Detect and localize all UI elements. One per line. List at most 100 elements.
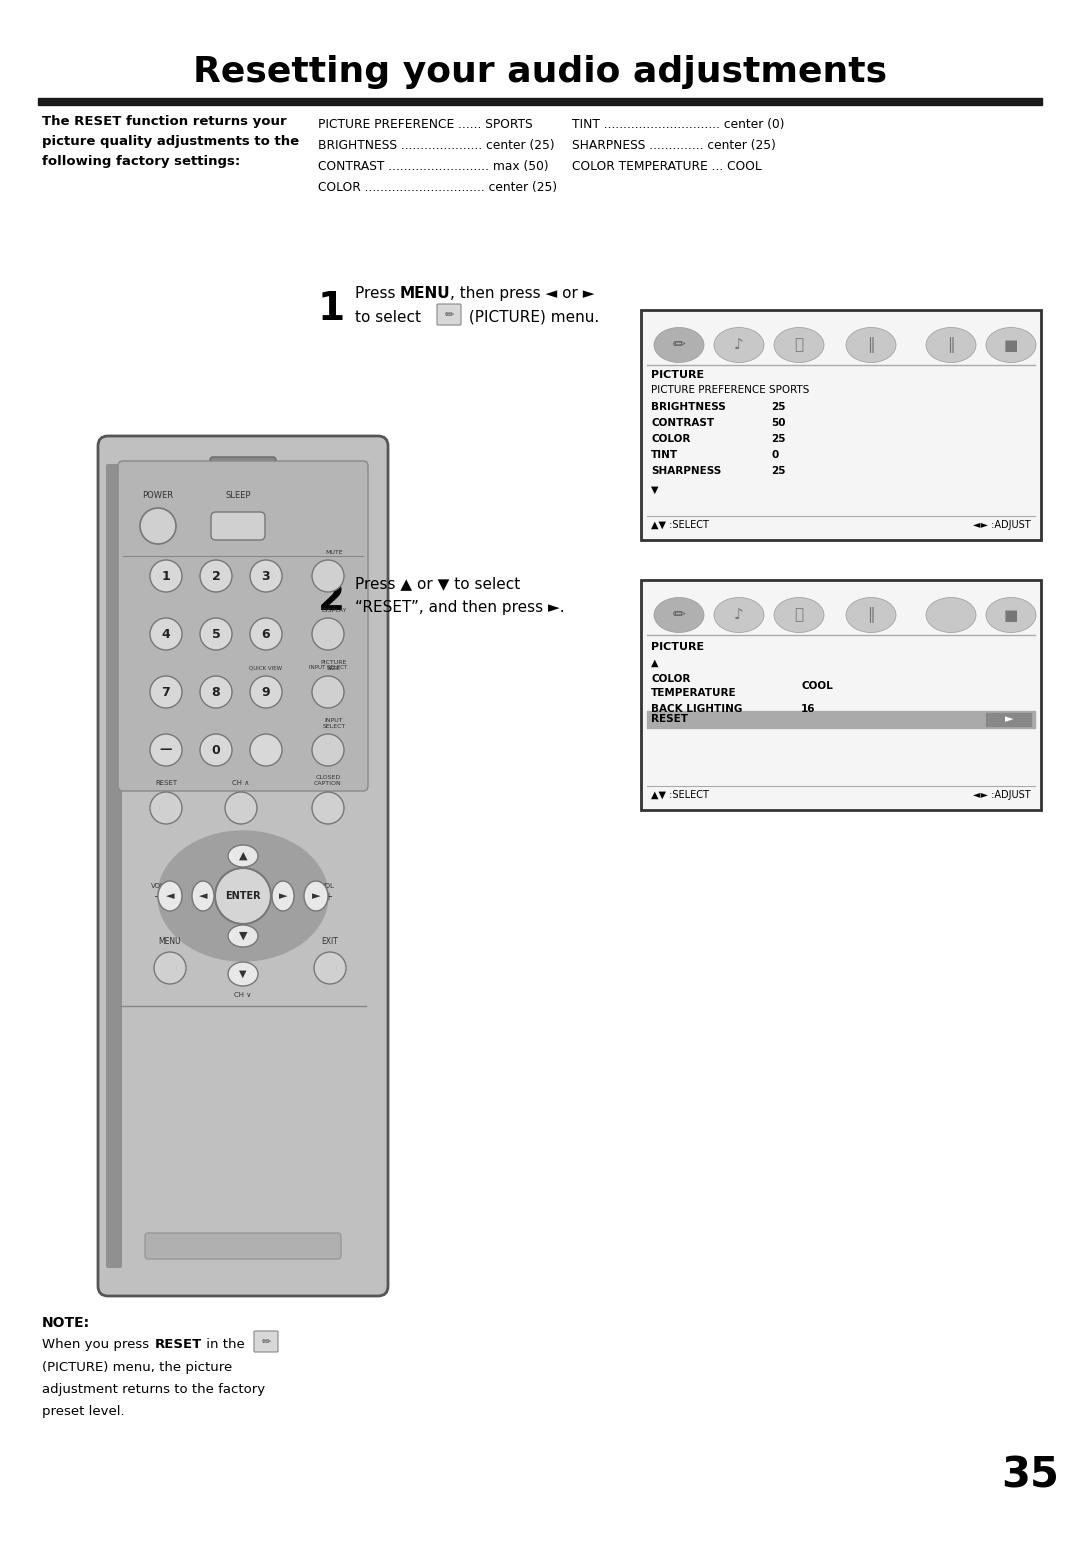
Text: PICTURE PREFERENCE ...... SPORTS: PICTURE PREFERENCE ...... SPORTS [318, 118, 532, 130]
Text: NOTE:: NOTE: [42, 1315, 90, 1331]
Circle shape [249, 617, 282, 650]
Circle shape [200, 560, 232, 592]
Text: Resetting your audio adjustments: Resetting your audio adjustments [193, 54, 887, 88]
Text: ▲: ▲ [239, 851, 247, 861]
Ellipse shape [714, 597, 764, 633]
Text: CH ∨: CH ∨ [234, 993, 252, 997]
Ellipse shape [846, 327, 896, 363]
Text: ✏: ✏ [444, 310, 454, 320]
Text: (PICTURE) menu, the picture: (PICTURE) menu, the picture [42, 1360, 232, 1374]
Text: in the: in the [202, 1339, 245, 1351]
Text: 2: 2 [318, 580, 346, 617]
Ellipse shape [986, 327, 1036, 363]
Text: Press ▲ or ▼ to select: Press ▲ or ▼ to select [355, 575, 521, 591]
Circle shape [140, 509, 176, 544]
Text: ■: ■ [1003, 338, 1018, 352]
Text: 2: 2 [212, 569, 220, 583]
Ellipse shape [774, 327, 824, 363]
Text: ◄: ◄ [165, 890, 174, 901]
Text: ‖: ‖ [867, 337, 875, 354]
Ellipse shape [774, 597, 824, 633]
Text: POWER: POWER [143, 492, 174, 499]
Circle shape [150, 793, 183, 824]
Text: COLOR TEMPERATURE ... COOL: COLOR TEMPERATURE ... COOL [572, 160, 761, 174]
Ellipse shape [228, 962, 258, 986]
Text: CONTRAST: CONTRAST [651, 419, 714, 428]
Circle shape [249, 734, 282, 766]
Text: COLOR: COLOR [651, 434, 690, 444]
Circle shape [312, 617, 345, 650]
Text: EXIT: EXIT [322, 937, 338, 946]
Text: PICTURE: PICTURE [651, 642, 704, 651]
Circle shape [200, 676, 232, 707]
Ellipse shape [192, 881, 214, 910]
Text: 5: 5 [212, 628, 220, 641]
Text: ◄► :ADJUST: ◄► :ADJUST [973, 520, 1031, 530]
Text: 25: 25 [771, 465, 785, 476]
Text: Press: Press [355, 285, 401, 301]
Text: SHARPNESS: SHARPNESS [651, 465, 721, 476]
Text: SHARPNESS .............. center (25): SHARPNESS .............. center (25) [572, 140, 775, 152]
Text: INPUT SELECT: INPUT SELECT [309, 665, 347, 670]
Ellipse shape [228, 924, 258, 948]
Ellipse shape [926, 597, 976, 633]
Text: ■: ■ [1003, 608, 1018, 622]
Text: CLOSED
CAPTION: CLOSED CAPTION [314, 776, 342, 786]
Text: ►: ► [1004, 715, 1013, 724]
Text: RESET: RESET [156, 1339, 202, 1351]
Ellipse shape [714, 327, 764, 363]
Text: —: — [160, 743, 172, 757]
Circle shape [314, 952, 346, 983]
Text: 16: 16 [801, 704, 815, 713]
Circle shape [312, 793, 345, 824]
Text: 3: 3 [261, 569, 270, 583]
Text: ‖: ‖ [947, 337, 955, 354]
Circle shape [215, 869, 271, 924]
Text: , then press ◄ or ►: , then press ◄ or ► [450, 285, 594, 301]
Text: TEMPERATURE: TEMPERATURE [651, 689, 737, 698]
Text: ✏: ✏ [673, 608, 686, 622]
Circle shape [249, 676, 282, 707]
Text: +: + [324, 892, 332, 903]
Text: When you press: When you press [42, 1339, 153, 1351]
Text: MUTE: MUTE [325, 551, 342, 555]
FancyBboxPatch shape [106, 464, 122, 1269]
Circle shape [249, 560, 282, 592]
Text: 8: 8 [212, 686, 220, 698]
Ellipse shape [158, 881, 183, 910]
Ellipse shape [986, 597, 1036, 633]
Text: ENTER: ENTER [226, 890, 260, 901]
Text: COOL: COOL [801, 681, 833, 692]
Ellipse shape [303, 881, 328, 910]
Text: adjustment returns to the factory: adjustment returns to the factory [42, 1383, 265, 1396]
Text: to select: to select [355, 310, 426, 326]
Text: VOL: VOL [151, 883, 165, 889]
Text: The RESET function returns your
picture quality adjustments to the
following fac: The RESET function returns your picture … [42, 115, 299, 168]
Text: BRIGHTNESS ..................... center (25): BRIGHTNESS ..................... center … [318, 140, 555, 152]
Text: preset level.: preset level. [42, 1405, 124, 1418]
Text: COLOR ............................... center (25): COLOR ............................... ce… [318, 181, 557, 194]
Circle shape [225, 793, 257, 824]
Text: ▲: ▲ [651, 658, 659, 668]
Text: 50: 50 [771, 419, 785, 428]
Text: VOL: VOL [321, 883, 335, 889]
FancyBboxPatch shape [211, 512, 265, 540]
Text: ✏: ✏ [673, 338, 686, 352]
Text: ▲▼ :SELECT: ▲▼ :SELECT [651, 520, 708, 530]
Text: SLEEP: SLEEP [226, 492, 251, 499]
Circle shape [150, 676, 183, 707]
Text: ►: ► [279, 890, 287, 901]
Text: RESET: RESET [651, 715, 688, 724]
Text: MENU: MENU [159, 937, 181, 946]
Text: ►: ► [312, 890, 321, 901]
FancyBboxPatch shape [210, 458, 276, 478]
Text: 35: 35 [1001, 1455, 1058, 1497]
Text: 1: 1 [318, 290, 346, 327]
Text: 25: 25 [771, 402, 785, 413]
Text: COLOR: COLOR [651, 675, 690, 684]
Text: 6: 6 [261, 628, 270, 641]
Circle shape [200, 734, 232, 766]
Text: RESET: RESET [154, 780, 177, 786]
Text: CONTRAST .......................... max (50): CONTRAST .......................... max … [318, 160, 549, 174]
Bar [642, 580, 1041, 810]
